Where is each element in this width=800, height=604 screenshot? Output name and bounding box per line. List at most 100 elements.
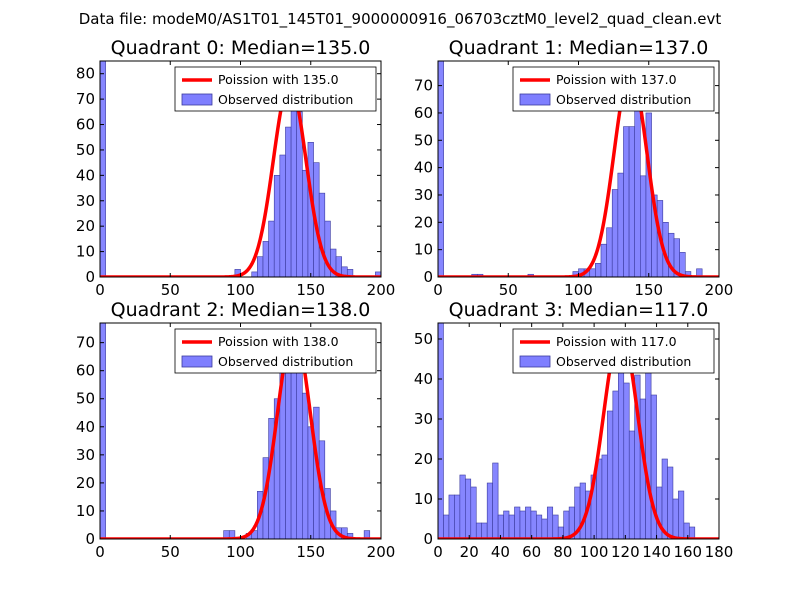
histogram-bar <box>257 256 264 277</box>
x-tick-label: 200 <box>705 281 734 299</box>
histogram-bar <box>667 466 674 539</box>
legend-bar-swatch <box>181 93 213 106</box>
histogram-bar <box>628 126 636 277</box>
y-tick-label: 0 <box>423 530 433 548</box>
histogram-bar <box>448 494 455 539</box>
histogram-bar <box>262 241 269 277</box>
histogram-bar <box>617 172 624 277</box>
histogram-bar <box>100 323 106 539</box>
histogram-bar <box>563 510 570 539</box>
legend-label-observed: Observed distribution <box>556 92 691 107</box>
legend-label-poisson: Poission with 138.0 <box>218 334 339 349</box>
histogram-bar <box>589 268 596 277</box>
histogram-bar <box>530 510 537 539</box>
histogram-bar <box>623 126 630 277</box>
subplot-quadrant-1: 0 50 100 150 200 0 10 20 30 40 50 60 70 Quadrant 1: M… <box>414 37 733 299</box>
legend-bar-swatch <box>181 355 213 368</box>
histogram-bar <box>100 61 106 277</box>
y-tick-label: 20 <box>76 474 95 492</box>
x-tick-label: 150 <box>634 281 663 299</box>
histogram-bar <box>492 462 499 539</box>
x-tick-label: 60 <box>522 543 541 561</box>
y-tick-label: 60 <box>76 362 95 380</box>
x-tick-label: 150 <box>296 281 325 299</box>
legend-bar-swatch <box>519 355 551 368</box>
histogram-bar <box>302 392 309 539</box>
histogram-bar <box>601 454 608 539</box>
y-tick-label: 0 <box>85 268 95 286</box>
x-tick-label: 0 <box>95 281 105 299</box>
histogram-bar <box>508 514 515 539</box>
histogram-bar <box>678 490 685 539</box>
histogram-bar <box>290 347 297 539</box>
histogram-bar <box>611 189 619 277</box>
y-tick-label: 70 <box>76 334 95 352</box>
y-tick-label: 0 <box>423 268 433 286</box>
x-tick-label: 50 <box>161 543 180 561</box>
histogram-bar <box>579 482 586 539</box>
legend-label-observed: Observed distribution <box>556 354 691 369</box>
subplot-title: Quadrant 2: Median=138.0 <box>111 299 371 321</box>
subplot-title: Quadrant 3: Median=117.0 <box>449 299 709 321</box>
x-tick-label: 200 <box>367 281 396 299</box>
y-tick-label: 40 <box>414 370 433 388</box>
histogram-bar <box>595 263 602 277</box>
histogram-bar <box>503 510 510 539</box>
histogram-bar <box>623 382 630 539</box>
histogram-bar <box>296 361 303 539</box>
y-tick-label: 20 <box>76 217 95 235</box>
y-tick-label: 40 <box>76 418 95 436</box>
histogram-bar <box>640 175 647 277</box>
figure-suptitle: Data file: modeM0/AS1T01_145T01_90000009… <box>79 10 722 29</box>
x-tick-label: 0 <box>433 543 443 561</box>
histogram-bar <box>470 486 477 539</box>
x-tick-label: 20 <box>460 543 479 561</box>
legend-bar-swatch <box>519 93 551 106</box>
histogram-bar <box>546 506 554 539</box>
histogram-bar <box>650 394 657 539</box>
x-tick-label: 100 <box>564 281 593 299</box>
legend-label-poisson: Poission with 135.0 <box>218 72 339 87</box>
y-tick-label: 50 <box>414 131 433 149</box>
histogram-bar <box>689 526 696 539</box>
histogram-bar <box>268 220 275 277</box>
histogram-bars <box>438 323 696 539</box>
axes-frame <box>437 322 720 540</box>
y-tick-label: 10 <box>414 241 433 259</box>
y-tick-label: 10 <box>76 243 95 261</box>
histogram-bar <box>618 370 625 539</box>
histogram-bar <box>536 514 543 539</box>
histogram-bar <box>375 271 381 277</box>
y-tick-label: 30 <box>414 410 433 428</box>
legend: Poission with 135.0 Observed distribution <box>174 66 377 112</box>
histogram-bar <box>683 522 690 539</box>
histogram-bar <box>552 514 559 539</box>
histogram-bar <box>459 474 466 539</box>
y-tick-label: 80 <box>76 65 95 83</box>
histogram-bar <box>600 243 607 277</box>
poisson-curve <box>438 329 719 539</box>
subplot-quadrant-3: 0 20 40 60 80 100 120 140 160 180 0 10 20 30 40 50 Quadr… <box>414 299 733 561</box>
subplot-quadrant-0: 0 50 100 150 200 0 10 20 30 40 50 60 70 80 Quadrant 0:… <box>76 37 395 299</box>
y-tick-label: 30 <box>414 186 433 204</box>
histogram-bar <box>285 126 292 277</box>
histogram-bar <box>475 522 483 539</box>
x-tick-label: 0 <box>433 281 443 299</box>
y-tick-label: 70 <box>76 90 95 108</box>
subplot-quadrant-2: 0 50 100 150 200 0 10 20 30 40 50 60 70 Quadrant 2: M… <box>76 299 395 561</box>
y-tick-label: 60 <box>76 116 95 134</box>
y-tick-label: 50 <box>76 141 95 159</box>
x-tick-label: 150 <box>296 543 325 561</box>
histogram-bar <box>279 154 286 277</box>
y-tick-label: 30 <box>76 446 95 464</box>
histogram-bar <box>514 506 521 539</box>
histogram-bar <box>443 514 450 539</box>
x-tick-label: 40 <box>491 543 510 561</box>
histogram-bar <box>363 530 371 539</box>
histogram-bar <box>438 61 444 277</box>
histogram-bar <box>645 370 652 539</box>
legend-label-poisson: Poission with 117.0 <box>556 334 677 349</box>
y-tick-label: 60 <box>414 104 433 122</box>
histogram-bars <box>438 61 703 277</box>
